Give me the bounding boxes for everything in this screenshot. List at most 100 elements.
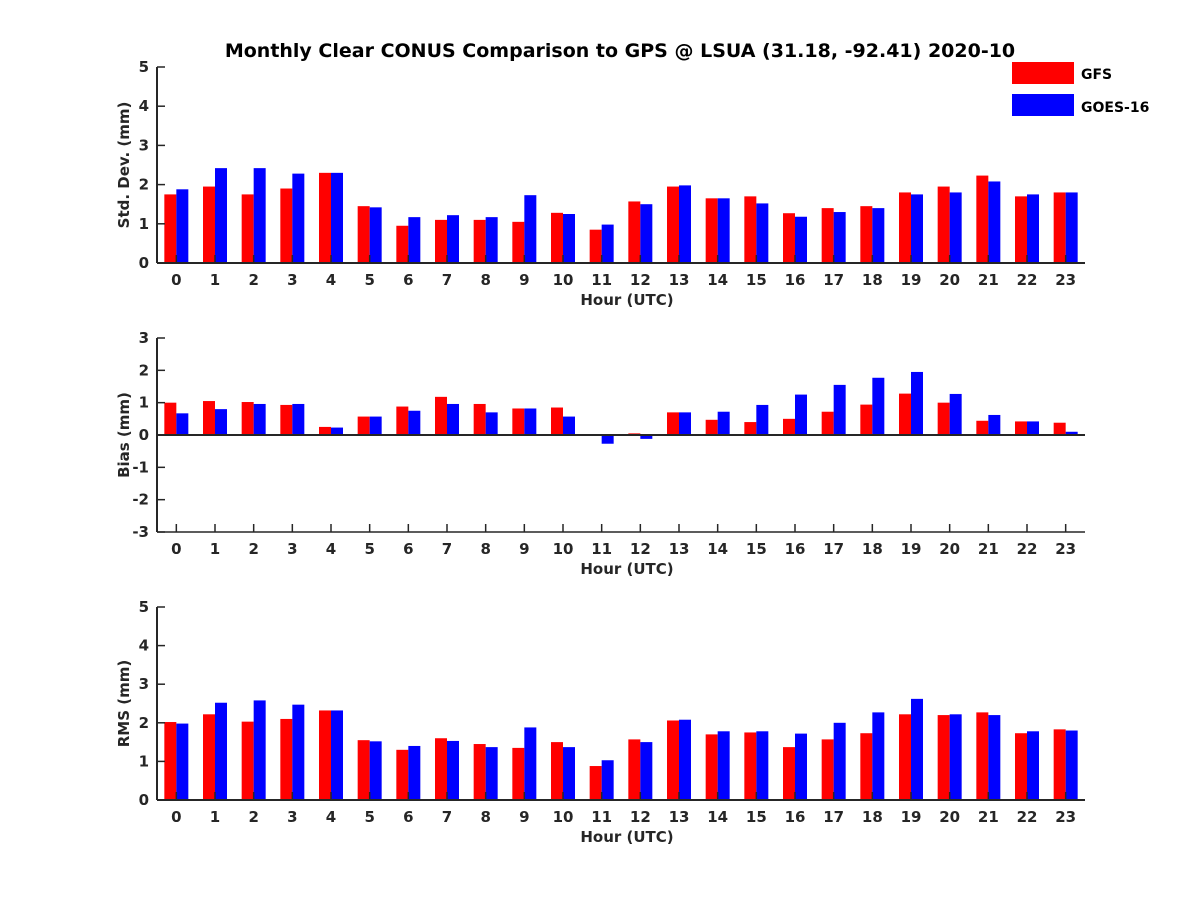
bar-goes16-hour-12 (640, 204, 652, 263)
bar-gfs-hour-13 (667, 187, 679, 263)
bar-goes16-hour-2 (254, 700, 266, 800)
bar-gfs-hour-16 (783, 213, 795, 263)
legend-swatch-goes16 (1012, 94, 1074, 116)
bar-goes16-hour-1 (215, 168, 227, 263)
bar-goes16-hour-6 (408, 217, 420, 263)
x-axis-label: Hour (UTC) (580, 560, 673, 578)
bar-gfs-hour-3 (280, 405, 292, 435)
y-tick-label: 3 (139, 329, 149, 347)
bar-goes16-hour-11 (602, 225, 614, 263)
x-tick-label: 11 (591, 271, 612, 289)
bar-gfs-hour-2 (242, 194, 254, 263)
x-tick-label: 1 (210, 540, 220, 558)
x-tick-label: 19 (901, 540, 922, 558)
bar-goes16-hour-17 (834, 723, 846, 800)
x-tick-label: 13 (669, 540, 690, 558)
bar-goes16-hour-16 (795, 734, 807, 800)
x-tick-label: 2 (248, 808, 258, 826)
x-tick-label: 11 (591, 808, 612, 826)
x-tick-label: 4 (326, 540, 336, 558)
bar-goes16-hour-15 (756, 405, 768, 435)
x-tick-label: 9 (519, 540, 529, 558)
x-tick-label: 12 (630, 808, 651, 826)
bar-gfs-hour-5 (358, 740, 370, 800)
x-tick-label: 21 (978, 808, 999, 826)
y-tick-label: 2 (139, 714, 149, 732)
x-tick-label: 1 (210, 808, 220, 826)
x-tick-label: 22 (1017, 808, 1038, 826)
x-tick-label: 8 (480, 271, 490, 289)
x-tick-label: 14 (707, 271, 728, 289)
bar-gfs-hour-22 (1015, 733, 1027, 800)
bar-gfs-hour-11 (590, 766, 602, 800)
bar-gfs-hour-0 (164, 194, 176, 263)
y-tick-label: 3 (139, 136, 149, 154)
x-tick-label: 17 (823, 540, 844, 558)
bar-gfs-hour-10 (551, 213, 563, 263)
x-tick-label: 6 (403, 540, 413, 558)
bar-gfs-hour-20 (938, 715, 950, 800)
bar-gfs-hour-11 (590, 230, 602, 263)
x-tick-label: 6 (403, 271, 413, 289)
x-tick-label: 5 (364, 808, 374, 826)
x-tick-label: 16 (785, 271, 806, 289)
bar-gfs-hour-19 (899, 714, 911, 800)
bar-gfs-hour-7 (435, 738, 447, 800)
bar-goes16-hour-1 (215, 703, 227, 800)
x-tick-label: 3 (287, 271, 297, 289)
x-tick-label: 6 (403, 808, 413, 826)
y-tick-label: 0 (139, 791, 149, 809)
x-tick-label: 13 (669, 271, 690, 289)
bar-gfs-hour-10 (551, 408, 563, 435)
x-tick-label: 21 (978, 540, 999, 558)
bar-goes16-hour-19 (911, 194, 923, 263)
y-axis-label: RMS (mm) (115, 660, 133, 747)
bar-goes16-hour-14 (718, 198, 730, 263)
bar-goes16-hour-20 (950, 394, 962, 435)
x-tick-label: 11 (591, 540, 612, 558)
bar-goes16-hour-2 (254, 168, 266, 263)
x-tick-label: 17 (823, 271, 844, 289)
bar-goes16-hour-14 (718, 731, 730, 800)
bar-goes16-hour-7 (447, 215, 459, 263)
bar-goes16-hour-1 (215, 409, 227, 435)
bar-gfs-hour-18 (860, 733, 872, 800)
bar-gfs-hour-0 (164, 403, 176, 435)
bar-gfs-hour-2 (242, 402, 254, 435)
bar-gfs-hour-21 (976, 421, 988, 435)
bar-gfs-hour-14 (706, 420, 718, 435)
bar-gfs-hour-18 (860, 206, 872, 263)
bar-goes16-hour-3 (292, 705, 304, 800)
x-tick-label: 19 (901, 271, 922, 289)
y-tick-label: 1 (139, 215, 149, 233)
bar-goes16-hour-11 (602, 760, 614, 800)
bar-goes16-hour-18 (872, 208, 884, 263)
x-tick-label: 18 (862, 271, 883, 289)
bar-goes16-hour-10 (563, 417, 575, 435)
x-tick-label: 0 (171, 540, 181, 558)
x-tick-label: 19 (901, 808, 922, 826)
bar-gfs-hour-14 (706, 734, 718, 800)
legend: GFS GOES-16 (1012, 62, 1149, 116)
bar-goes16-hour-18 (872, 378, 884, 435)
y-tick-label: 1 (139, 394, 149, 412)
bar-goes16-hour-13 (679, 720, 691, 800)
x-tick-label: 10 (553, 540, 574, 558)
bar-gfs-hour-4 (319, 710, 331, 800)
x-tick-label: 15 (746, 540, 767, 558)
bar-goes16-hour-21 (988, 181, 1000, 263)
bar-gfs-hour-10 (551, 742, 563, 800)
bar-gfs-hour-6 (396, 750, 408, 800)
x-tick-label: 0 (171, 271, 181, 289)
bar-gfs-hour-20 (938, 187, 950, 263)
bar-goes16-hour-5 (370, 417, 382, 435)
bar-gfs-hour-15 (744, 422, 756, 435)
x-axis-label: Hour (UTC) (580, 828, 673, 846)
y-tick-label: 2 (139, 361, 149, 379)
y-tick-label: 1 (139, 752, 149, 770)
x-tick-label: 4 (326, 271, 336, 289)
